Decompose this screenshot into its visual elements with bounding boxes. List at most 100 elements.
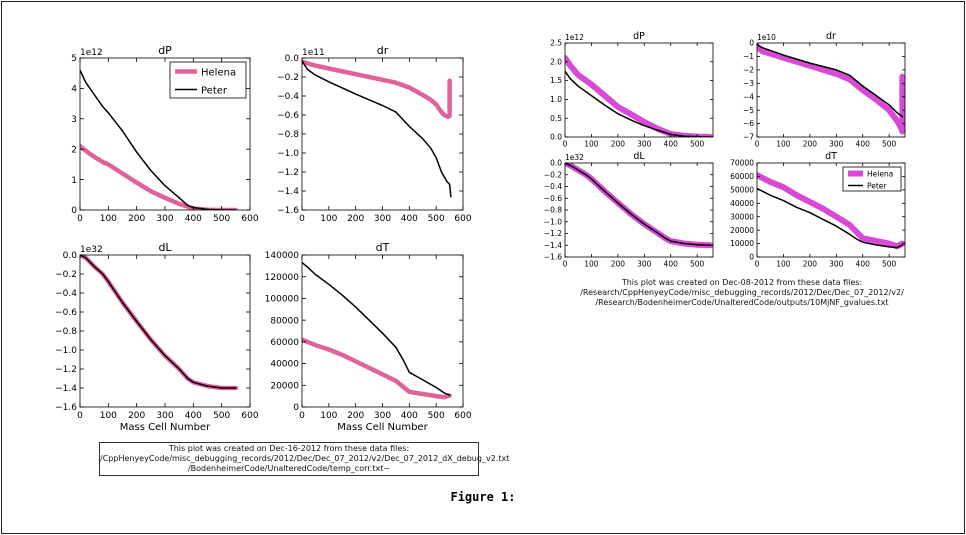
- x-tick-label: 300: [156, 214, 173, 224]
- y-tick-label: −1.2: [544, 229, 562, 238]
- x-tick-label: 0: [299, 214, 305, 224]
- series-line-peter: [302, 261, 451, 396]
- x-tick-label: 100: [584, 260, 599, 269]
- y-tick-label: −1.0: [544, 217, 562, 226]
- y-tick-label: −0.8: [55, 327, 77, 337]
- series-line-peter: [302, 60, 452, 198]
- series-line-peter: [565, 70, 712, 137]
- x-tick-label: 200: [803, 140, 818, 149]
- y-tick-label: 50000: [730, 185, 754, 194]
- x-tick-label: 0: [77, 214, 83, 224]
- y-tick-label: −1.2: [55, 365, 77, 375]
- series-line-helena: [565, 55, 713, 137]
- y-tick-label: −1.0: [55, 346, 77, 356]
- x-tick-label: 400: [185, 411, 202, 421]
- legend-entry-peter: Peter: [201, 86, 228, 97]
- legend-entry-helena: Helena: [201, 68, 236, 79]
- x-tick-label: 400: [401, 411, 418, 421]
- chart-title: dT: [376, 241, 390, 254]
- y-tick-label: −0.2: [277, 73, 299, 83]
- y-tick-label: −0.6: [544, 194, 562, 203]
- chart-title: dr: [377, 44, 389, 57]
- series-line-helena: [302, 337, 452, 400]
- y-tick-label: 2.5: [550, 39, 562, 48]
- chart-left-dT: 0 100 200 300 400 500 600 0 20000 40000 60000 80000…: [265, 241, 472, 433]
- y-tick-label: 0.0: [63, 251, 78, 261]
- x-tick-label: 300: [637, 140, 652, 149]
- x-tick-label: 400: [664, 260, 679, 269]
- x-tick-label: 200: [803, 260, 818, 269]
- axis-offset-text: 1e32: [565, 153, 584, 162]
- y-tick-label: 20000: [270, 381, 299, 391]
- x-tick-label: 600: [454, 411, 471, 421]
- series-line-peter: [757, 187, 904, 249]
- y-tick-label: 0.0: [285, 54, 300, 64]
- x-tick-label: 100: [320, 214, 337, 224]
- y-tick-label: 0.5: [550, 114, 562, 123]
- y-tick-label: −1.6: [277, 206, 299, 216]
- chart-right-dP: 0 100 200 300 400 500 0.0 0.5 1.0 1.5 2.0 2.5 dP 1e12: [550, 31, 714, 149]
- x-tick-label: 500: [213, 214, 230, 224]
- legend-entry-helena: Helena: [867, 170, 893, 179]
- x-tick-label: 0: [77, 411, 83, 421]
- x-tick-label: 400: [401, 214, 418, 224]
- left-figure-caption: This plot was created on Dec-16-2012 fro…: [99, 442, 509, 476]
- y-tick-label: −0.4: [55, 289, 77, 299]
- y-tick-label: −2: [743, 65, 754, 74]
- y-tick-label: 70000: [730, 159, 754, 168]
- y-tick-label: −0.8: [277, 130, 299, 140]
- x-tick-label: 500: [690, 260, 705, 269]
- chart-left-dL: 0 100 200 300 400 500 600 0.0 −0.2 −0.4 −0.6 −0.8 −1…: [55, 241, 259, 433]
- series-line-peter: [80, 69, 237, 210]
- x-tick-label: 400: [856, 260, 871, 269]
- x-tick-label: 0: [299, 411, 305, 421]
- y-tick-label: 40000: [270, 360, 299, 370]
- right-caption-line: /Research/BodenheimerCode/UnalteredCode/…: [595, 298, 889, 307]
- series-line-peter: [757, 43, 904, 118]
- x-tick-label: 200: [347, 214, 364, 224]
- y-tick-label: 2: [71, 145, 77, 155]
- chart-left-dr: 0 100 200 300 400 500 600 0.0 −0.2 −0.4 −0.6 −0.8 −1…: [277, 44, 472, 224]
- y-tick-label: −5: [743, 106, 754, 115]
- axis-offset-text: 1e11: [302, 48, 325, 58]
- y-tick-label: 0.0: [550, 159, 562, 168]
- y-tick-label: −3: [743, 79, 754, 88]
- plot-frame: [756, 162, 906, 258]
- y-tick-label: 60000: [270, 338, 299, 348]
- y-tick-label: 10000: [730, 239, 754, 248]
- x-tick-label: 600: [241, 214, 258, 224]
- x-axis-label: Mass Cell Number: [337, 422, 428, 433]
- y-tick-label: 60000: [730, 172, 754, 181]
- y-tick-label: −6: [743, 119, 754, 128]
- y-tick-label: −0.4: [544, 182, 562, 191]
- chart-title: dL: [158, 241, 172, 254]
- x-tick-label: 100: [100, 411, 117, 421]
- x-tick-label: 600: [454, 214, 471, 224]
- chart-right-dT: 0 100 200 300 400 500 0 10000 20000 30000 40000 500…: [730, 151, 906, 269]
- y-tick-label: 0: [749, 39, 754, 48]
- axis-offset-text: 1e32: [80, 245, 103, 255]
- y-tick-label: 120000: [265, 273, 300, 283]
- x-tick-label: 300: [374, 214, 391, 224]
- chart-right-dr: 0 100 200 300 400 500 0 −1 −2 −3 −4 −5 −6 −7 dr 1e10: [743, 31, 906, 149]
- y-tick-label: 80000: [270, 316, 299, 326]
- x-tick-label: 500: [882, 260, 897, 269]
- y-tick-label: 4: [71, 85, 77, 95]
- y-tick-label: −0.8: [544, 206, 562, 215]
- y-tick-label: 5: [71, 54, 77, 64]
- y-tick-label: −4: [743, 92, 754, 101]
- x-tick-label: 500: [428, 411, 445, 421]
- y-tick-label: −7: [743, 133, 754, 142]
- y-tick-label: −1.4: [544, 241, 562, 250]
- chart-title: dT: [825, 151, 837, 162]
- legend: Helena Peter: [842, 166, 902, 192]
- left-caption-line: This plot was created on Dec-16-2012 fro…: [168, 444, 410, 453]
- legend: Helena Peter: [169, 61, 247, 99]
- y-tick-label: −1: [743, 52, 754, 61]
- chart-title: dr: [826, 31, 836, 42]
- y-tick-label: 30000: [730, 212, 754, 221]
- y-tick-label: −1.6: [544, 253, 562, 262]
- chart-title: dP: [633, 31, 645, 42]
- y-tick-label: −1.6: [55, 403, 77, 413]
